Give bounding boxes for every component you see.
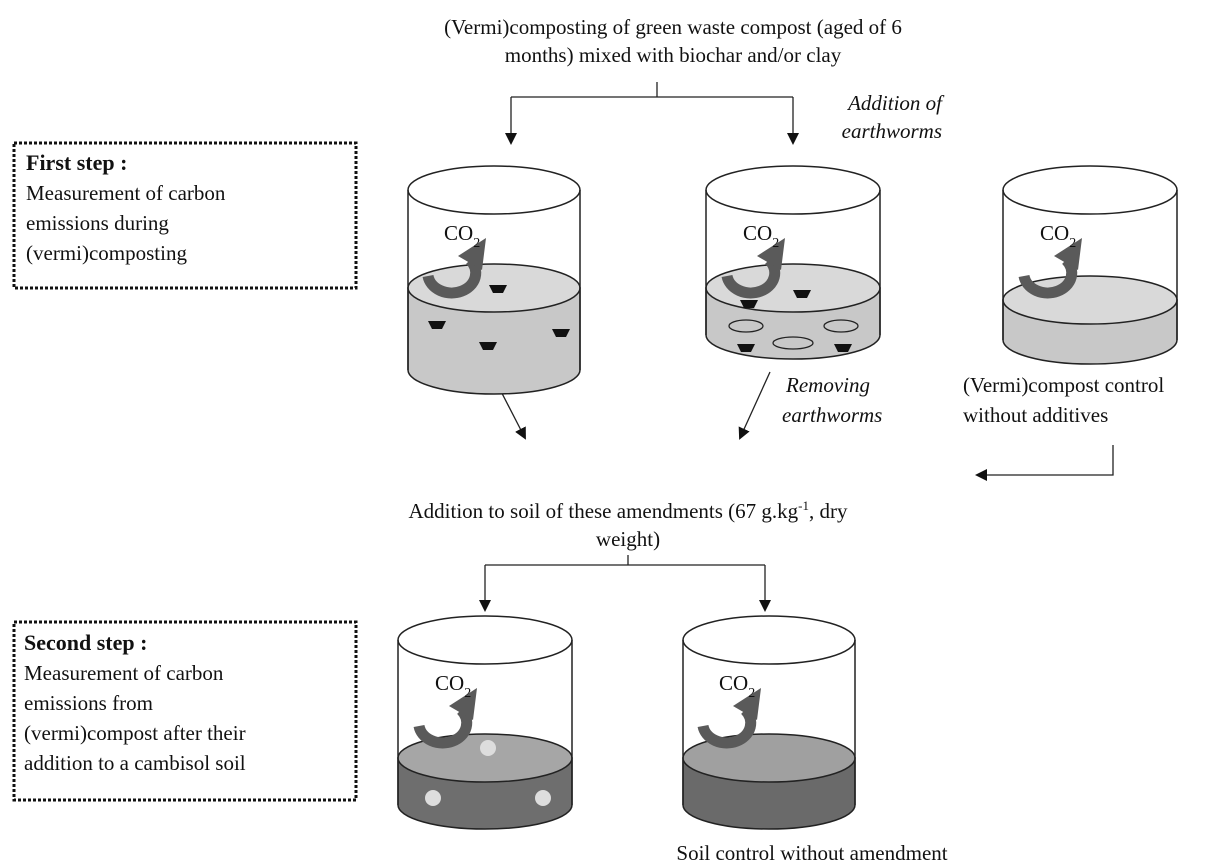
- co2-label: CO2: [1040, 221, 1076, 251]
- particle: [834, 344, 852, 352]
- co2-arrow-head: [1054, 238, 1082, 270]
- label: (Vermi)compost control: [963, 373, 1164, 397]
- co2-base: CO: [444, 221, 473, 245]
- jar-wall: [682, 640, 856, 805]
- particle: [479, 342, 497, 350]
- co2-arrow-head: [449, 688, 477, 720]
- label: weight): [596, 527, 660, 551]
- co2-arrow-head: [458, 238, 486, 270]
- jar-rim: [705, 165, 881, 215]
- header-line: months) mixed with biochar and/or clay: [505, 43, 842, 67]
- co2-label: CO2: [444, 221, 480, 251]
- co2-base: CO: [719, 671, 748, 695]
- co2-base: CO: [1040, 221, 1069, 245]
- step-line: addition to a cambisol soil: [24, 751, 246, 775]
- co2-arrow: [413, 706, 473, 749]
- header-line: (Vermi)composting of green waste compost…: [444, 15, 902, 39]
- jar-wall: [407, 190, 581, 370]
- jar: CO2: [705, 165, 881, 360]
- jar-rim: [407, 165, 581, 215]
- particle: [737, 344, 755, 352]
- jar-rim: [397, 615, 573, 665]
- particle: [489, 285, 507, 293]
- co2-arrow: [1018, 256, 1078, 299]
- note: Removing: [785, 373, 870, 397]
- particle: [428, 321, 446, 329]
- co2-base: CO: [435, 671, 464, 695]
- jar-rim: [682, 615, 856, 665]
- note: Addition of: [846, 91, 945, 115]
- step-line: (vermi)composting: [26, 241, 187, 265]
- particle: [552, 329, 570, 337]
- content: [407, 287, 581, 395]
- jar: CO2: [407, 165, 581, 395]
- co2-arrow: [697, 706, 757, 749]
- co2-label: CO2: [719, 671, 755, 701]
- note: earthworms: [842, 119, 942, 143]
- co2-sub: 2: [1069, 236, 1076, 251]
- jar-rim: [1002, 165, 1178, 215]
- note: earthworms: [782, 403, 882, 427]
- jar-wall: [397, 640, 573, 805]
- particle: [740, 300, 758, 308]
- jar: CO2: [1002, 165, 1178, 365]
- earthworm: [772, 336, 814, 350]
- step-line: Measurement of carbon: [24, 661, 224, 685]
- jar: CO2: [397, 615, 573, 830]
- step-box: [12, 620, 358, 802]
- earthworm: [823, 319, 859, 333]
- jar: CO2: [682, 615, 856, 830]
- step-title: First step :: [26, 150, 127, 175]
- step-title: Second step :: [24, 630, 147, 655]
- co2-arrow-head: [757, 238, 785, 270]
- co2-sub: 2: [464, 686, 471, 701]
- step-line: emissions during: [26, 211, 169, 235]
- label: without additives: [963, 403, 1108, 427]
- particle: [535, 790, 551, 806]
- co2-arrow-head: [733, 688, 761, 720]
- particle: [793, 290, 811, 298]
- particle: [480, 740, 496, 756]
- arrows: [479, 82, 1114, 612]
- step-line: Measurement of carbon: [26, 181, 226, 205]
- co2-arrow: [422, 256, 482, 299]
- jar-wall: [705, 190, 881, 335]
- particle: [425, 790, 441, 806]
- label: Addition to soil of these amendments (67…: [409, 498, 848, 523]
- step-line: (vermi)compost after their: [24, 721, 246, 745]
- co2-sub: 2: [473, 236, 480, 251]
- step-box: [12, 141, 358, 290]
- step-line: emissions from: [24, 691, 153, 715]
- co2-base: CO: [743, 221, 772, 245]
- co2-arrow: [721, 256, 781, 299]
- co2-sub: 2: [748, 686, 755, 701]
- label: Soil control without amendment: [676, 841, 947, 865]
- co2-sub: 2: [772, 236, 779, 251]
- co2-label: CO2: [435, 671, 471, 701]
- co2-label: CO2: [743, 221, 779, 251]
- jar-wall: [1002, 190, 1178, 340]
- earthworm: [728, 319, 764, 333]
